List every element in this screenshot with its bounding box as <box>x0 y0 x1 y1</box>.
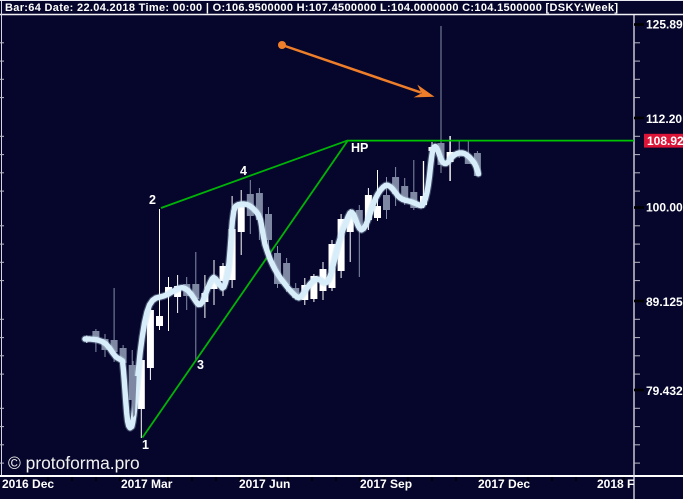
svg-text:2017 Mar: 2017 Mar <box>121 477 173 491</box>
svg-text:125.89: 125.89 <box>646 18 683 32</box>
svg-text:Bar:64 Date: 22.04.2018 Time:: Bar:64 Date: 22.04.2018 Time: 00:00 | O:… <box>5 2 618 14</box>
svg-text:100.00: 100.00 <box>646 201 683 215</box>
svg-text:© protoforma.pro: © protoforma.pro <box>8 453 140 473</box>
svg-text:89.125: 89.125 <box>646 295 683 309</box>
svg-text:1: 1 <box>142 438 149 452</box>
svg-text:4: 4 <box>240 164 247 178</box>
svg-text:2: 2 <box>149 193 156 207</box>
svg-text:112.20: 112.20 <box>646 112 682 126</box>
svg-text:2017 Dec: 2017 Dec <box>478 477 530 491</box>
svg-text:79.432: 79.432 <box>646 384 683 398</box>
svg-text:2017 Jun: 2017 Jun <box>239 477 290 491</box>
svg-text:HP: HP <box>351 141 368 155</box>
svg-text:2016 Dec: 2016 Dec <box>2 477 54 491</box>
svg-text:108.92: 108.92 <box>647 134 683 148</box>
svg-text:2018 F: 2018 F <box>597 477 634 491</box>
svg-text:3: 3 <box>197 358 204 372</box>
svg-text:2017 Sep: 2017 Sep <box>360 477 412 491</box>
